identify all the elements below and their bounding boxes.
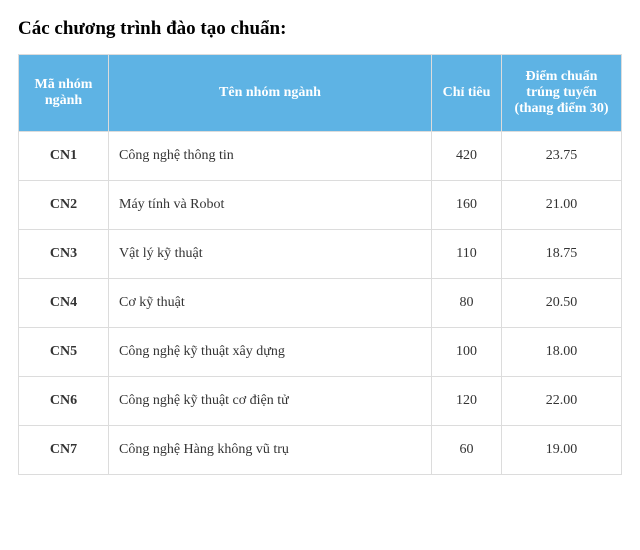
cell-quota: 160 — [432, 181, 502, 230]
col-score-header: Điểm chuẩn trúng tuyển (thang điểm 30) — [502, 55, 622, 132]
table-row: CN7Công nghệ Hàng không vũ trụ6019.00 — [19, 426, 622, 475]
cell-score: 18.75 — [502, 230, 622, 279]
cell-code: CN2 — [19, 181, 109, 230]
cell-code: CN7 — [19, 426, 109, 475]
cell-code: CN5 — [19, 328, 109, 377]
cell-code: CN1 — [19, 132, 109, 181]
table-row: CN3Vật lý kỹ thuật11018.75 — [19, 230, 622, 279]
table-row: CN6Công nghệ kỹ thuật cơ điện tử12022.00 — [19, 377, 622, 426]
cell-code: CN3 — [19, 230, 109, 279]
cell-score: 19.00 — [502, 426, 622, 475]
cell-quota: 110 — [432, 230, 502, 279]
cell-code: CN4 — [19, 279, 109, 328]
cell-score: 23.75 — [502, 132, 622, 181]
col-code-header: Mã nhóm ngành — [19, 55, 109, 132]
cell-score: 21.00 — [502, 181, 622, 230]
cell-name: Công nghệ kỹ thuật xây dựng — [109, 328, 432, 377]
table-row: CN2Máy tính và Robot16021.00 — [19, 181, 622, 230]
table-row: CN4Cơ kỹ thuật8020.50 — [19, 279, 622, 328]
cell-quota: 100 — [432, 328, 502, 377]
cell-quota: 60 — [432, 426, 502, 475]
cell-quota: 120 — [432, 377, 502, 426]
cell-code: CN6 — [19, 377, 109, 426]
cell-name: Công nghệ thông tin — [109, 132, 432, 181]
cell-score: 22.00 — [502, 377, 622, 426]
col-quota-header: Chỉ tiêu — [432, 55, 502, 132]
cell-name: Máy tính và Robot — [109, 181, 432, 230]
table-header-row: Mã nhóm ngành Tên nhóm ngành Chỉ tiêu Đi… — [19, 55, 622, 132]
cell-name: Cơ kỹ thuật — [109, 279, 432, 328]
cell-score: 20.50 — [502, 279, 622, 328]
cell-score: 18.00 — [502, 328, 622, 377]
cell-name: Công nghệ Hàng không vũ trụ — [109, 426, 432, 475]
cell-quota: 420 — [432, 132, 502, 181]
page-title: Các chương trình đào tạo chuẩn: — [18, 18, 622, 40]
programs-table: Mã nhóm ngành Tên nhóm ngành Chỉ tiêu Đi… — [18, 54, 622, 475]
table-row: CN5Công nghệ kỹ thuật xây dựng10018.00 — [19, 328, 622, 377]
col-name-header: Tên nhóm ngành — [109, 55, 432, 132]
cell-name: Công nghệ kỹ thuật cơ điện tử — [109, 377, 432, 426]
table-row: CN1Công nghệ thông tin42023.75 — [19, 132, 622, 181]
cell-quota: 80 — [432, 279, 502, 328]
cell-name: Vật lý kỹ thuật — [109, 230, 432, 279]
